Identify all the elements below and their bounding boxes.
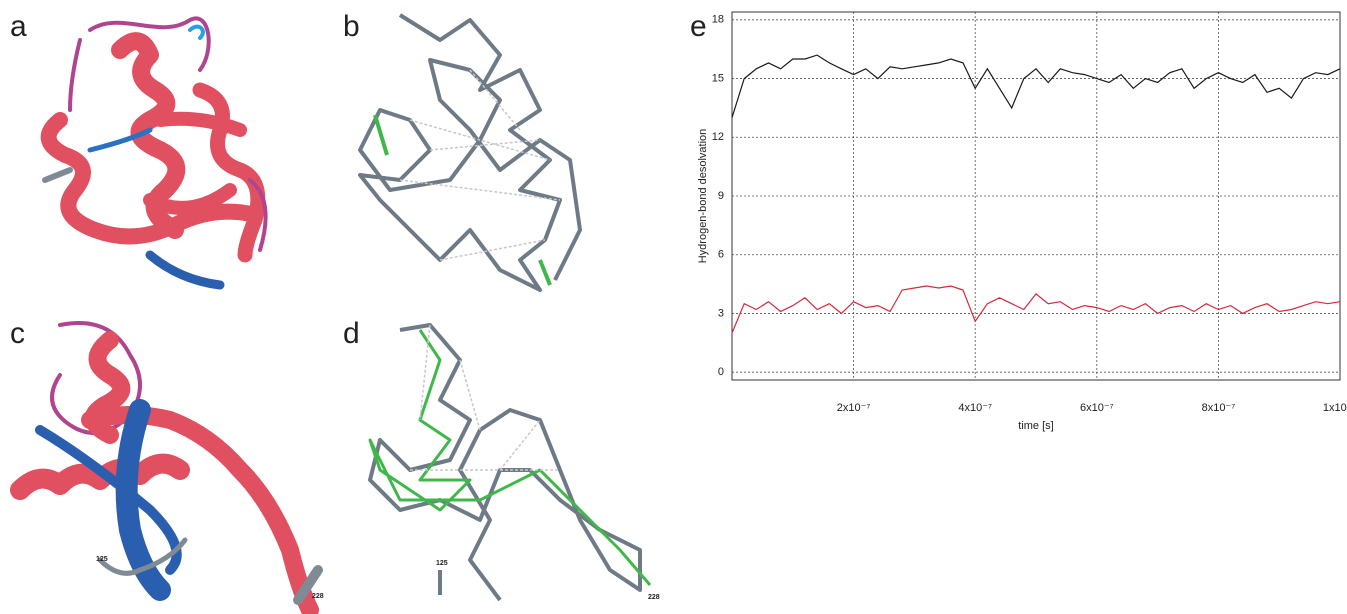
series-line bbox=[731, 285, 1341, 334]
y-tick-label: 6 bbox=[718, 249, 724, 261]
plot-frame bbox=[731, 11, 1341, 381]
y-tick-label: 9 bbox=[718, 190, 724, 202]
panel-letter: b bbox=[343, 10, 360, 43]
x-tick-label: 4x10⁻⁷ bbox=[958, 402, 992, 414]
y-tick-label: 0 bbox=[718, 366, 724, 378]
residue-label: 125 bbox=[436, 560, 448, 567]
y-tick-label: 3 bbox=[718, 307, 724, 319]
y-tick-label: 18 bbox=[712, 14, 724, 26]
x-tick-label: 2x10⁻⁷ bbox=[837, 402, 871, 414]
panel-letter: c bbox=[10, 317, 25, 350]
panel-letter: a bbox=[10, 10, 27, 43]
residue-label: 228 bbox=[648, 594, 660, 601]
x-axis-label: time [s] bbox=[1018, 420, 1053, 432]
x-tick-label: 8x10⁻⁷ bbox=[1202, 402, 1236, 414]
series-line bbox=[731, 54, 1341, 118]
x-tick-label: 1x10⁻⁶ bbox=[1323, 402, 1347, 414]
x-tick-label: 6x10⁻⁷ bbox=[1080, 402, 1114, 414]
panel-d-structure bbox=[368, 323, 652, 602]
y-axis-label: Hydrogen-bond desolvation bbox=[697, 129, 709, 264]
residue-label: 125 bbox=[96, 556, 108, 563]
y-tick-label: 15 bbox=[712, 72, 724, 84]
panel-letter: e bbox=[690, 10, 707, 43]
panel-c-structure bbox=[10, 321, 323, 614]
panel-b-structure bbox=[358, 13, 582, 292]
residue-label: 228 bbox=[312, 593, 324, 600]
panel-letter: d bbox=[343, 317, 360, 350]
y-tick-label: 12 bbox=[712, 131, 724, 143]
panel-a-structure bbox=[40, 16, 268, 290]
